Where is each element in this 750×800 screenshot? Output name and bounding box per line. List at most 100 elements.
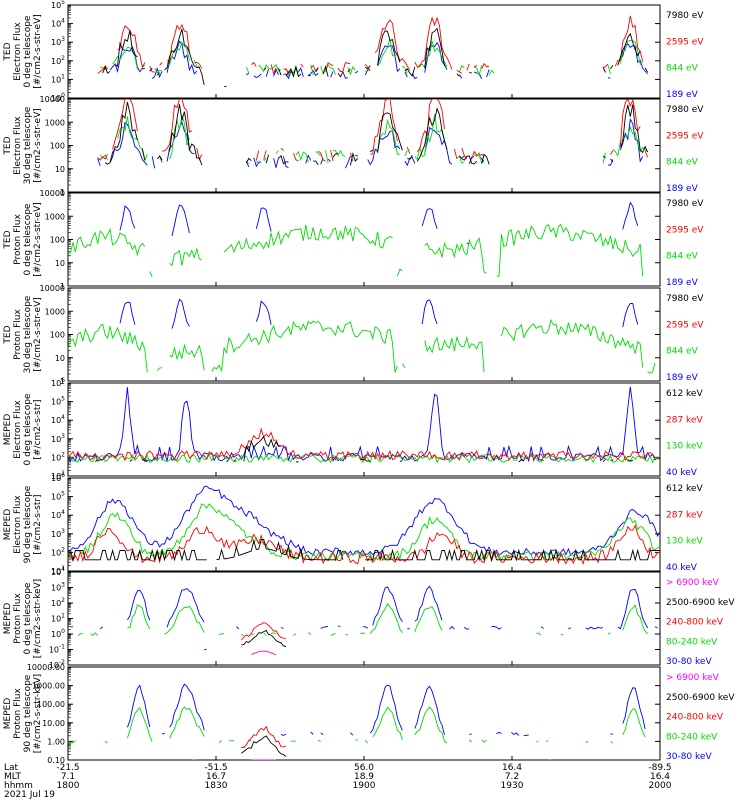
panel-3: 1 10 100 1000 10000 TED Proton Flux 0 deg teles… xyxy=(3,189,704,291)
y-tick-label: 1 xyxy=(60,282,65,291)
x-row-label: Lat xyxy=(4,763,19,773)
y-axis-label: Electron Flux xyxy=(13,116,23,175)
y-tick-label: 105 xyxy=(51,491,65,502)
y-tick-label: 10 xyxy=(55,354,65,363)
legend-entry: 2500-6900 keV xyxy=(666,598,735,608)
legend-entry: 30-80 keV xyxy=(666,752,712,762)
y-axis-label: 0 deg telescope xyxy=(23,203,33,275)
panel-frame xyxy=(67,666,661,761)
legend-entry: 844 eV xyxy=(666,252,699,262)
legend-entry: 240-800 keV xyxy=(666,618,724,628)
panel-frame xyxy=(67,571,661,666)
y-axis-label: TED xyxy=(3,230,13,249)
series-line-5 xyxy=(127,684,660,736)
y-tick-label: 0.10 xyxy=(47,756,65,765)
legend-entry: 844 eV xyxy=(666,64,699,74)
legend-entry: 240-800 keV xyxy=(666,713,724,723)
legend-entry: 7980 eV xyxy=(666,11,704,21)
series-line-3 xyxy=(68,225,653,278)
y-tick-label: 1000 xyxy=(45,212,65,221)
y-tick-label: 1000.00 xyxy=(32,682,65,691)
y-axis-label: 0 deg telescope xyxy=(23,582,33,654)
legend-entry: 7980 eV xyxy=(666,105,704,115)
y-tick-label: 103 xyxy=(51,36,65,47)
series-line-4 xyxy=(120,203,643,245)
y-axis-label: 0 deg telescope xyxy=(23,15,33,87)
y-tick-label: 102 xyxy=(51,546,65,557)
series-group xyxy=(68,386,660,463)
series-group xyxy=(70,585,661,656)
panel-frame xyxy=(67,477,661,572)
y-tick-label: 101 xyxy=(51,470,65,481)
legend-entry: 189 eV xyxy=(666,278,699,288)
legend-entry: 2500-6900 keV xyxy=(666,693,735,703)
legend-entry: 80-240 keV xyxy=(666,637,718,647)
panel-8: 0.10 1.00 10.00 100.00 1000.00 10000.00 MEPED P… xyxy=(3,663,735,765)
legend-entry: 844 eV xyxy=(666,158,699,168)
x-tick-label-hhmm: 1900 xyxy=(353,781,376,791)
series-line-2 xyxy=(68,524,660,565)
series-group xyxy=(68,203,658,278)
y-tick-label: 10000 xyxy=(40,189,65,198)
x-tick-label-mlt: 16.7 xyxy=(206,772,226,782)
series-group xyxy=(68,485,660,565)
y-axis-label: [#/cm2-s-str] xyxy=(33,399,43,459)
y-tick-label: 102 xyxy=(51,55,65,66)
y-tick-label: 103 xyxy=(51,528,65,539)
legend-entry: 287 keV xyxy=(666,415,703,425)
y-tick-label: 10000.00 xyxy=(27,663,65,672)
y-tick-label: 106 xyxy=(51,377,65,388)
y-axis-label: [#/cm2-s-str-eV] xyxy=(33,14,43,89)
legend-entry: 2595 eV xyxy=(666,131,704,141)
panel-6: 101 102 103 104 105 106 MEPED Electron Flux 90 d… xyxy=(3,472,703,576)
legend-entry: 80-240 keV xyxy=(666,732,718,742)
y-tick-label: 1 xyxy=(60,377,65,386)
legend-entry: 130 keV xyxy=(666,537,703,547)
y-tick-label: 101 xyxy=(51,613,65,624)
x-tick-label-lat: 16.4 xyxy=(502,763,522,773)
legend-entry: 287 keV xyxy=(666,510,703,520)
y-axis-label: Electron Flux xyxy=(13,400,23,459)
legend-entry: 2595 eV xyxy=(666,37,704,47)
series-line-3 xyxy=(204,623,623,650)
y-axis-label: MEPED xyxy=(3,509,13,541)
x-tick-label-lat: -51.5 xyxy=(204,763,227,773)
x-row-label: hhmm xyxy=(4,781,33,791)
y-tick-label: 106 xyxy=(51,472,65,483)
panel-2: 1 10 100 1000 10000 TED Electron Flux 30 deg te… xyxy=(3,95,704,197)
series-line-2 xyxy=(241,735,287,757)
y-tick-label: 102 xyxy=(51,597,65,608)
y-tick-label: 101 xyxy=(51,565,65,576)
y-tick-label: 10 xyxy=(55,165,65,174)
y-axis-label: 0 deg telescope xyxy=(23,393,33,465)
panel-frame xyxy=(67,98,661,193)
legend-entry: 40 keV xyxy=(666,563,698,573)
panel-5: 101 102 103 104 105 106 MEPED Electron Flux 0 de… xyxy=(3,377,703,481)
series-line-3 xyxy=(99,114,648,165)
legend-entry: 30-80 keV xyxy=(666,657,712,667)
x-tick-label-hhmm: 1830 xyxy=(205,781,228,791)
y-tick-label: 104 xyxy=(51,18,65,29)
y-tick-label: 101 xyxy=(51,73,65,84)
legend-entry: 2595 eV xyxy=(666,225,704,235)
panel-4: 1 10 100 1000 10000 TED Proton Flux 30 deg tele… xyxy=(3,284,704,386)
y-tick-label: 1000 xyxy=(45,118,65,127)
y-axis-label: MEPED xyxy=(3,414,13,446)
series-line-2 xyxy=(68,427,660,462)
y-tick-label: 100 xyxy=(50,142,65,151)
series-line-1 xyxy=(68,538,660,562)
panel-frame xyxy=(67,4,661,99)
y-axis-label: [#/cm2-s-str-eV] xyxy=(33,108,43,183)
series-line-4 xyxy=(119,298,639,329)
y-axis-label: 90 deg telescope xyxy=(23,485,33,563)
legend-entry: 7980 eV xyxy=(666,294,704,304)
y-axis-label: 30 deg telescope xyxy=(23,106,33,184)
x-tick-label-hhmm: 2000 xyxy=(649,781,672,791)
series-line-3 xyxy=(68,318,656,374)
panel-frame xyxy=(67,287,661,382)
series-group xyxy=(68,684,660,760)
y-axis-label: [#/cm2-s-str-keV] xyxy=(33,674,43,753)
y-axis-label: [#/cm2-s-str-eV] xyxy=(33,297,43,372)
y-tick-label: 104 xyxy=(51,509,65,520)
